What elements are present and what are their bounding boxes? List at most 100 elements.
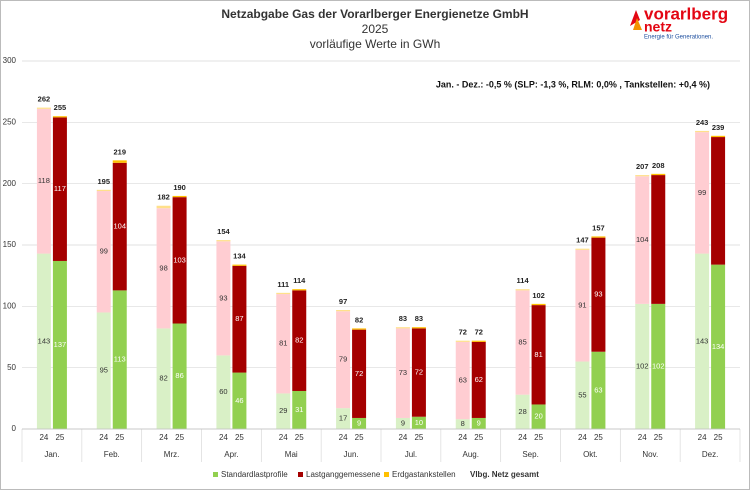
value-label: 60	[219, 387, 227, 396]
bar-segment	[471, 340, 486, 342]
bar-segment	[411, 327, 426, 329]
value-label: 9	[357, 418, 361, 427]
bar-segment	[292, 290, 307, 391]
bar-segment	[96, 189, 111, 192]
value-label: 9	[477, 418, 481, 427]
y-tick-label: 100	[3, 301, 17, 310]
total-label: 114	[293, 276, 306, 285]
bar-segment	[591, 236, 606, 238]
bar-segment	[336, 408, 351, 429]
bar-segment	[395, 328, 410, 418]
annotation: Jan. - Dez.: -0,5 % (SLP: -1,3 %, RLM: 0…	[436, 79, 710, 89]
x-tick-label: Nov.	[642, 450, 658, 459]
x-tick-label: Jun.	[344, 450, 359, 459]
total-label: 239	[712, 123, 725, 132]
group-label: 25	[295, 433, 304, 442]
bar-segment	[276, 393, 291, 429]
total-label: 219	[113, 147, 126, 156]
group-label: 25	[175, 433, 184, 442]
bar-segment	[216, 240, 231, 242]
bar-segment	[172, 197, 187, 324]
bar-segment	[52, 116, 67, 118]
x-tick-label: Feb.	[104, 450, 120, 459]
x-tick-label: Aug.	[463, 450, 479, 459]
legend-label: Vlbg. Netz gesamt	[470, 470, 539, 479]
group-label: 24	[99, 433, 108, 442]
bar-segment	[156, 328, 171, 429]
value-label: 104	[636, 235, 649, 244]
y-tick-label: 200	[3, 179, 17, 188]
bar-segment	[455, 419, 470, 429]
total-label: 157	[592, 223, 605, 232]
group-label: 24	[638, 433, 647, 442]
legend-label: Standardlastprofile	[221, 470, 288, 479]
value-label: 28	[518, 407, 526, 416]
value-label: 63	[594, 385, 602, 394]
total-label: 207	[636, 162, 649, 171]
bar-segment	[336, 311, 351, 409]
group-label: 24	[518, 433, 527, 442]
value-label: 8	[461, 419, 465, 428]
value-label: 143	[696, 336, 709, 345]
bar-segment	[531, 404, 546, 429]
group-label: 24	[279, 433, 288, 442]
bar-segment	[336, 310, 351, 312]
total-label: 83	[415, 314, 423, 323]
bar-segment	[411, 416, 426, 429]
bar-segment	[112, 160, 127, 163]
group-label: 24	[398, 433, 407, 442]
bar-segment	[711, 137, 726, 265]
value-label: 20	[534, 412, 542, 421]
bar-segment	[455, 340, 470, 342]
chart-title: Netzabgabe Gas der Vorarlberger Energien…	[221, 7, 528, 21]
group-label: 24	[39, 433, 48, 442]
total-label: 82	[355, 315, 363, 324]
bar-segment	[531, 305, 546, 405]
group-label: 25	[235, 433, 244, 442]
total-label: 147	[576, 236, 589, 245]
group-label: 25	[474, 433, 483, 442]
bar-segment	[352, 417, 367, 429]
value-label: 82	[159, 374, 167, 383]
group-label: 25	[714, 433, 723, 442]
total-label: 72	[459, 328, 467, 337]
value-label: 73	[399, 368, 407, 377]
value-label: 46	[235, 396, 243, 405]
group-label: 25	[654, 433, 663, 442]
x-tick-label: Jan.	[44, 450, 59, 459]
bar-segment	[36, 107, 51, 109]
bar-segment	[292, 390, 307, 429]
total-label: 182	[157, 193, 170, 202]
total-label: 83	[399, 314, 407, 323]
bar-segment	[395, 327, 410, 329]
group-label: 24	[339, 433, 348, 442]
bar-segment	[36, 108, 51, 254]
value-label: 93	[594, 290, 602, 299]
value-label: 103	[173, 255, 186, 264]
value-label: 85	[518, 338, 526, 347]
bar-segment	[52, 117, 67, 261]
bar-segment	[635, 176, 650, 304]
bar-segment	[515, 394, 530, 429]
bar-segment	[695, 253, 710, 429]
bar-segment	[216, 241, 231, 356]
bar-segment	[591, 351, 606, 429]
bar-segment	[172, 195, 187, 198]
bar-segment	[276, 294, 291, 394]
bar-segment	[651, 173, 666, 176]
total-label: 114	[517, 276, 530, 285]
value-label: 29	[279, 406, 287, 415]
bar-segment	[352, 329, 367, 418]
total-label: 97	[339, 297, 347, 306]
total-label: 111	[277, 280, 289, 289]
total-label: 262	[38, 95, 51, 104]
value-label: 102	[652, 361, 665, 370]
legend-swatch	[384, 472, 389, 477]
bar-segment	[232, 264, 247, 266]
total-label: 134	[233, 252, 246, 261]
legend-label: Erdgastankstellen	[392, 470, 456, 479]
logo-tagline: Energie für Generationen.	[644, 35, 713, 41]
bar-segment	[591, 237, 606, 352]
value-label: 99	[100, 247, 108, 256]
